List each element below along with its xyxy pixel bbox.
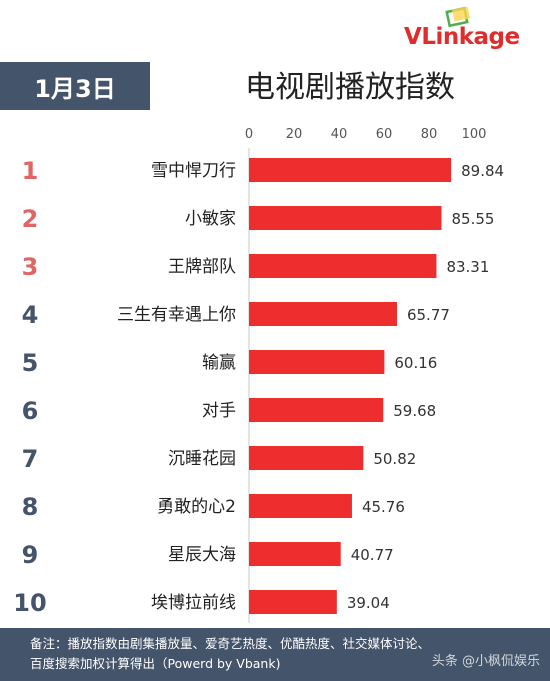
date-badge: 1月3日 — [0, 62, 150, 110]
bar — [249, 494, 352, 518]
logo-text-v: V — [404, 24, 422, 50]
vlinkage-logo: VLinkage — [404, 6, 544, 54]
footer-line-2: 百度搜索加权计算得出（Powerd by Vbank) — [30, 656, 281, 671]
footer-line-1: 备注：播放指数由剧集播放量、爱奇艺热度、优酷热度、社交媒体讨论、 — [30, 636, 431, 651]
logo-text: VLinkage — [404, 24, 520, 50]
data-label: 39.04 — [347, 594, 390, 612]
category-label: 小敏家 — [185, 209, 236, 229]
rank-number: 9 — [22, 541, 39, 569]
x-tick-label: 60 — [376, 127, 393, 142]
rank-number: 1 — [22, 157, 39, 185]
data-label: 59.68 — [393, 402, 436, 420]
data-label: 85.55 — [451, 210, 494, 228]
data-label: 50.82 — [373, 450, 416, 468]
rank-number: 4 — [22, 301, 39, 329]
bar — [249, 542, 341, 566]
category-label: 埃博拉前线 — [151, 593, 236, 613]
rank-number: 3 — [22, 253, 39, 281]
data-label: 89.84 — [461, 162, 504, 180]
category-label: 王牌部队 — [168, 257, 236, 277]
rank-number: 5 — [22, 349, 39, 377]
data-label: 60.16 — [394, 354, 437, 372]
bar — [249, 350, 385, 374]
x-tick-label: 40 — [331, 127, 348, 142]
data-label: 65.77 — [407, 306, 450, 324]
x-tick-label: 100 — [462, 127, 487, 142]
bar — [249, 254, 437, 278]
rank-number: 6 — [22, 397, 39, 425]
category-label: 对手 — [202, 401, 236, 421]
bar — [249, 302, 397, 326]
rank-number: 8 — [22, 493, 39, 521]
bar — [249, 446, 364, 470]
bar — [249, 158, 452, 182]
bar — [249, 206, 442, 230]
rank-number: 7 — [22, 445, 39, 473]
bar-chart: 0 20 40 60 80 100 1 雪中悍刀行 89.84 2 小敏家 85.55 3 王牌部队 83.… — [13, 127, 504, 623]
data-label: 83.31 — [446, 258, 489, 276]
chart-title: 电视剧播放指数 — [245, 70, 455, 105]
category-label: 沉睡花园 — [168, 449, 236, 469]
rank-number: 10 — [13, 589, 46, 617]
x-tick-label: 80 — [421, 127, 438, 142]
category-label: 输赢 — [202, 353, 236, 373]
footer-note: 备注：播放指数由剧集播放量、爱奇艺热度、优酷热度、社交媒体讨论、 百度搜索加权计… — [0, 628, 550, 681]
logo-text-rest: Linkage — [421, 24, 520, 50]
category-label: 雪中悍刀行 — [151, 161, 236, 181]
watermark: 头条 @小枫侃娱乐 — [431, 654, 540, 669]
category-label: 三生有幸遇上你 — [117, 305, 236, 325]
x-tick-label: 20 — [286, 127, 303, 142]
category-label: 勇敢的心2 — [157, 497, 236, 517]
category-label: 星辰大海 — [168, 545, 236, 565]
bar — [249, 398, 384, 422]
data-label: 40.77 — [351, 546, 394, 564]
data-label: 45.76 — [362, 498, 405, 516]
rank-number: 2 — [22, 205, 39, 233]
bar — [249, 590, 337, 614]
logo-mark-icon — [445, 6, 471, 28]
x-tick-label: 0 — [245, 127, 253, 142]
